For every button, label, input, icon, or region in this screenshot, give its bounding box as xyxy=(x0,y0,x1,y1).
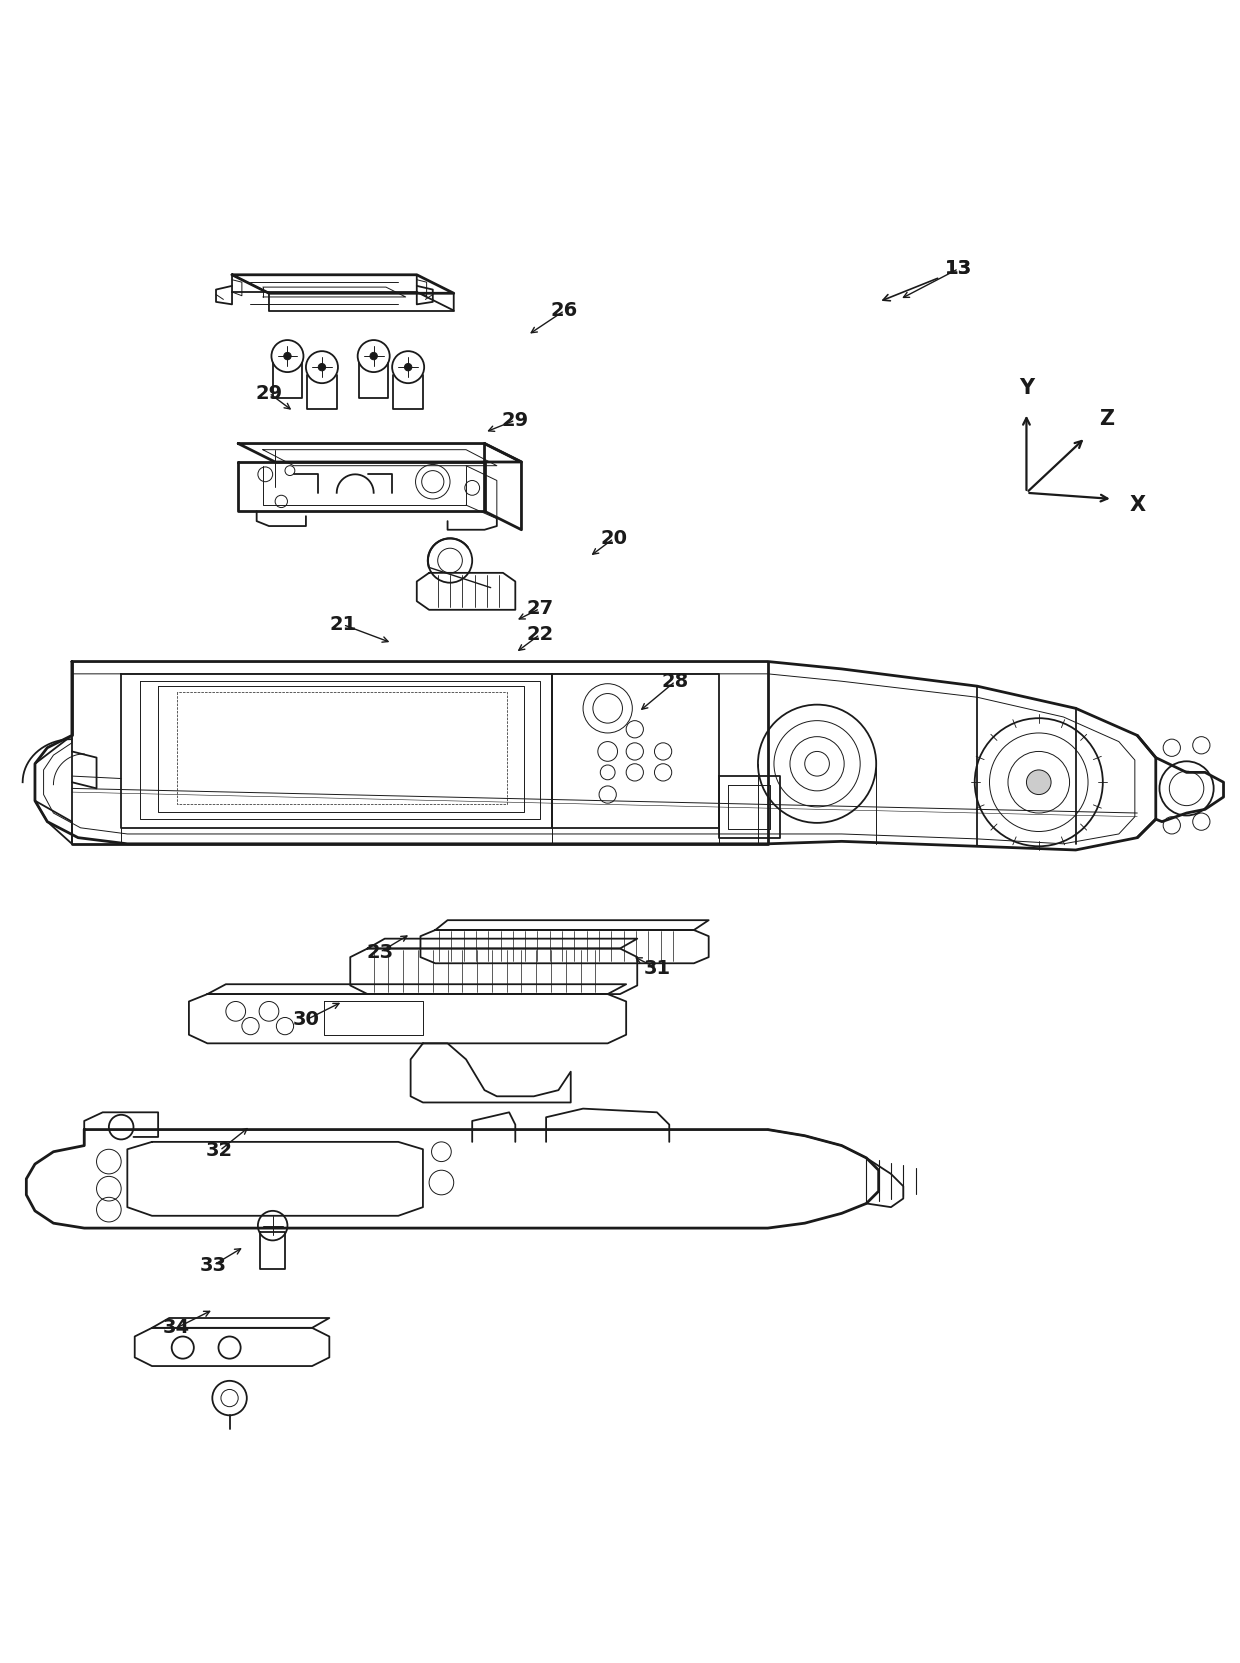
Circle shape xyxy=(404,364,412,371)
Text: 34: 34 xyxy=(162,1319,190,1337)
Text: 29: 29 xyxy=(502,411,529,429)
Text: 23: 23 xyxy=(366,943,393,961)
Text: 27: 27 xyxy=(526,599,553,619)
Text: Z: Z xyxy=(1099,409,1114,429)
Circle shape xyxy=(284,353,291,359)
Text: 21: 21 xyxy=(330,615,357,634)
Text: Y: Y xyxy=(1019,378,1034,397)
Text: 13: 13 xyxy=(945,259,972,278)
Text: 26: 26 xyxy=(551,301,578,319)
Text: 28: 28 xyxy=(662,672,689,690)
Text: 30: 30 xyxy=(293,1011,320,1029)
Text: 32: 32 xyxy=(206,1141,233,1161)
Text: 20: 20 xyxy=(600,529,627,547)
Circle shape xyxy=(370,353,377,359)
Text: 29: 29 xyxy=(255,384,283,402)
Text: 31: 31 xyxy=(644,958,671,978)
Circle shape xyxy=(1027,770,1052,795)
Text: 13: 13 xyxy=(945,259,972,278)
Circle shape xyxy=(319,364,326,371)
Text: X: X xyxy=(1130,496,1146,516)
Text: 33: 33 xyxy=(200,1256,227,1274)
Text: 22: 22 xyxy=(526,625,553,644)
